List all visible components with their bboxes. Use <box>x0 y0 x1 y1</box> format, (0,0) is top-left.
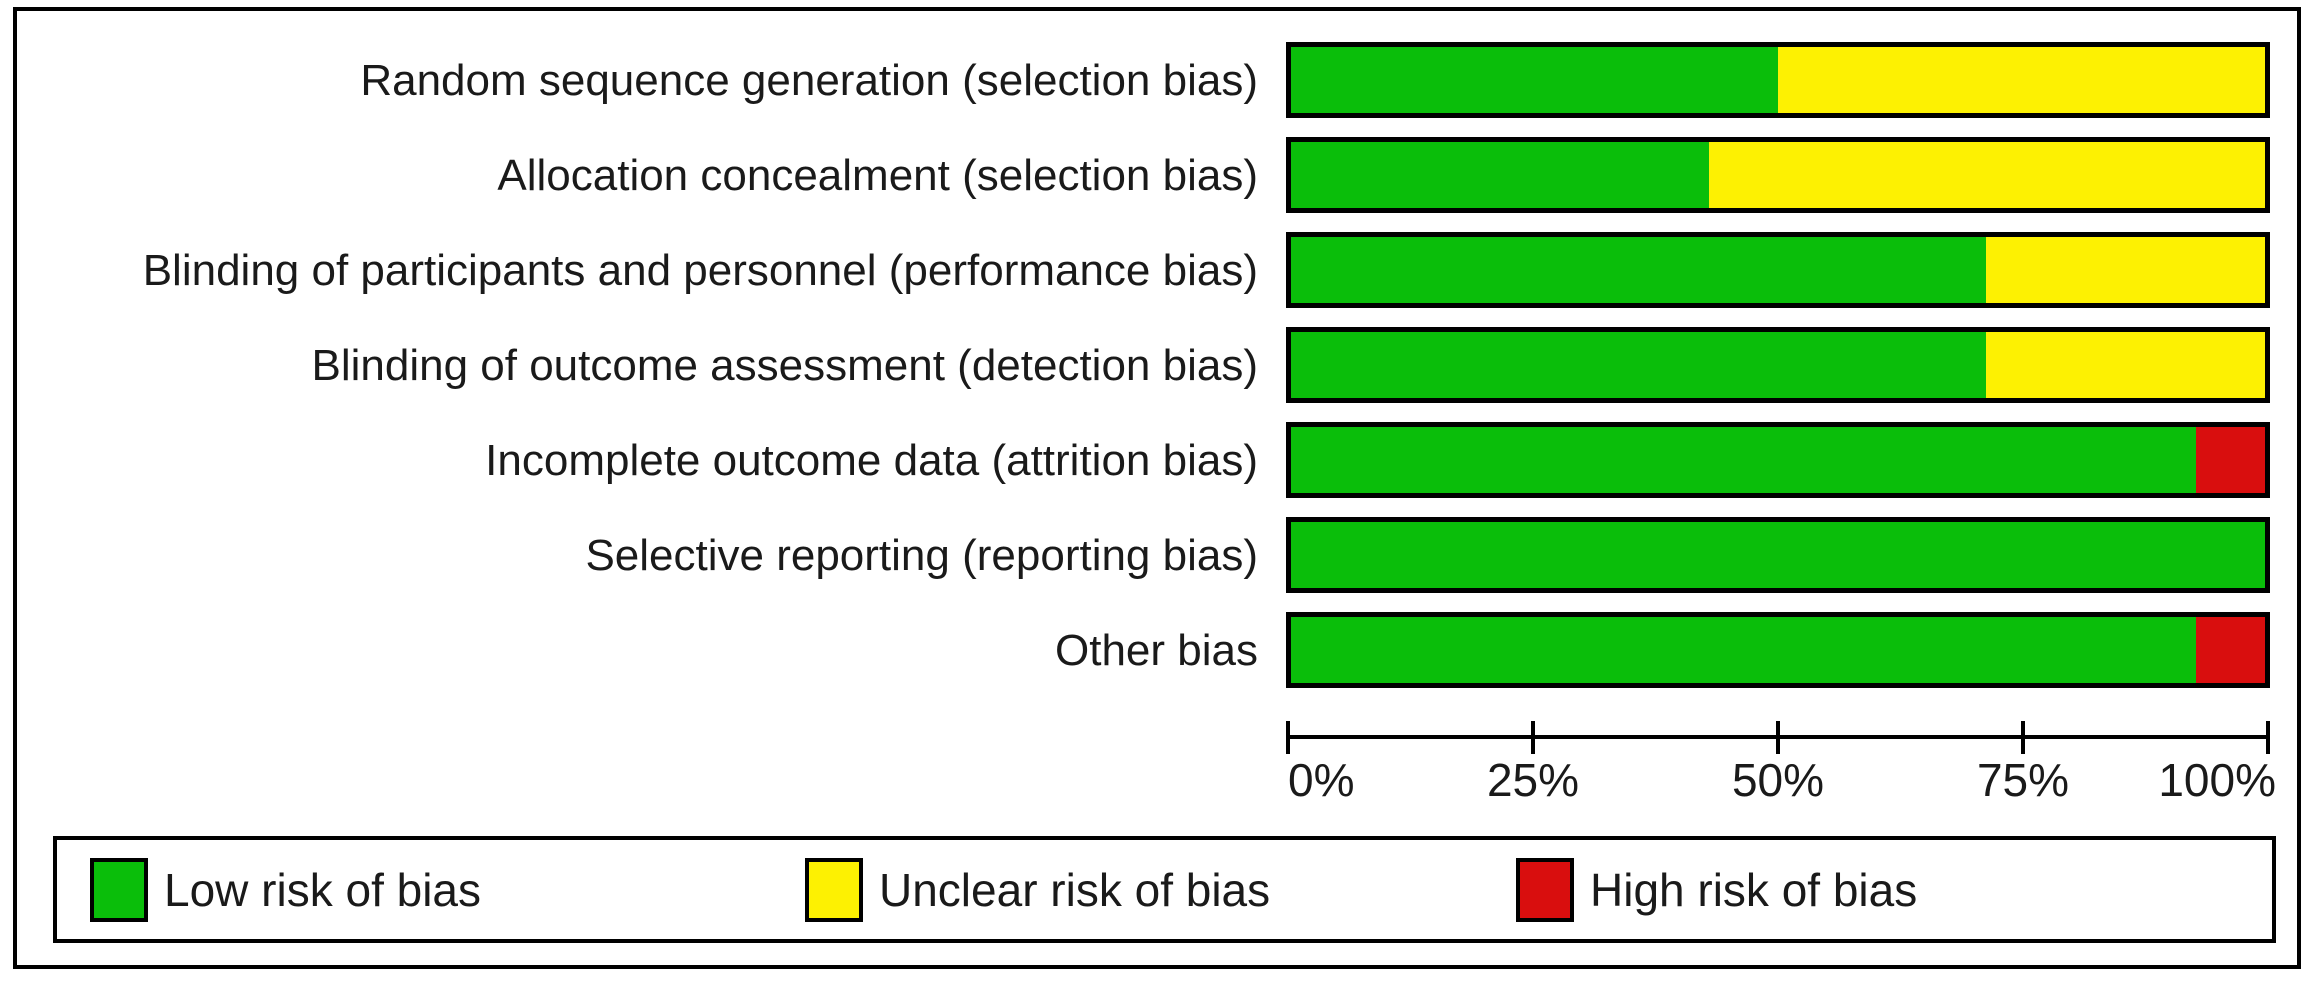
x-axis-tick-mark <box>2021 721 2025 754</box>
chart-row: Allocation concealment (selection bias) <box>0 137 2318 213</box>
chart-row: Incomplete outcome data (attrition bias) <box>0 422 2318 498</box>
stacked-bar <box>1286 612 2270 688</box>
bar-segment-unclear <box>1986 237 2265 303</box>
x-axis-tick-mark <box>1776 721 1780 754</box>
bar-segment-unclear <box>1778 47 2265 113</box>
category-label: Incomplete outcome data (attrition bias) <box>485 436 1258 485</box>
bar-segment-high <box>2195 617 2265 683</box>
stacked-bar <box>1286 422 2270 498</box>
bar-segment-low <box>1291 522 2265 588</box>
legend-entry: Low risk of bias <box>90 840 481 939</box>
legend-swatch-unclear-icon <box>805 857 863 922</box>
legend-label: High risk of bias <box>1590 863 1918 916</box>
x-axis-tick-label: 25% <box>1486 754 1580 806</box>
bar-segment-low <box>1291 427 2196 493</box>
bar-segment-low <box>1291 617 2196 683</box>
x-axis-tick-mark <box>1531 721 1535 754</box>
stacked-bar <box>1286 137 2270 213</box>
x-axis-tick-label: 75% <box>1976 754 2070 806</box>
category-label: Selective reporting (reporting bias) <box>585 531 1258 580</box>
x-axis-tick-label: 50% <box>1731 754 1825 806</box>
legend-swatch-high-icon <box>1516 857 1574 922</box>
chart-row: Random sequence generation (selection bi… <box>0 42 2318 118</box>
chart-row: Blinding of outcome assessment (detectio… <box>0 327 2318 403</box>
chart-row: Blinding of participants and personnel (… <box>0 232 2318 308</box>
stacked-bar <box>1286 327 2270 403</box>
stacked-bar <box>1286 42 2270 118</box>
x-axis-tick-mark <box>2266 721 2270 754</box>
chart-row: Other bias <box>0 612 2318 688</box>
category-label: Blinding of outcome assessment (detectio… <box>311 341 1259 390</box>
legend-label: Unclear risk of bias <box>879 863 1271 916</box>
bar-segment-unclear <box>1986 332 2265 398</box>
stacked-bar <box>1286 232 2270 308</box>
stacked-bar <box>1286 517 2270 593</box>
category-label: Other bias <box>1055 626 1258 675</box>
category-label: Allocation concealment (selection bias) <box>497 151 1258 200</box>
category-label: Blinding of participants and personnel (… <box>142 246 1258 295</box>
bar-segment-unclear <box>1708 142 2265 208</box>
category-label: Random sequence generation (selection bi… <box>360 56 1258 105</box>
bar-segment-low <box>1291 142 1709 208</box>
chart-row: Selective reporting (reporting bias) <box>0 517 2318 593</box>
bar-segment-high <box>2195 427 2265 493</box>
legend-entry: Unclear risk of bias <box>805 840 1270 939</box>
x-axis-tick-mark <box>1286 721 1290 754</box>
bar-segment-low <box>1291 47 1778 113</box>
x-axis-tick-label: 100% <box>2158 754 2276 806</box>
x-axis-tick-label: 0% <box>1288 754 1355 806</box>
bar-segment-low <box>1291 332 1987 398</box>
legend-swatch-low-icon <box>90 857 148 922</box>
legend-entry: High risk of bias <box>1516 840 1917 939</box>
bar-segment-low <box>1291 237 1987 303</box>
legend: Low risk of bias Unclear risk of bias High… <box>53 836 2276 943</box>
legend-label: Low risk of bias <box>164 863 482 916</box>
